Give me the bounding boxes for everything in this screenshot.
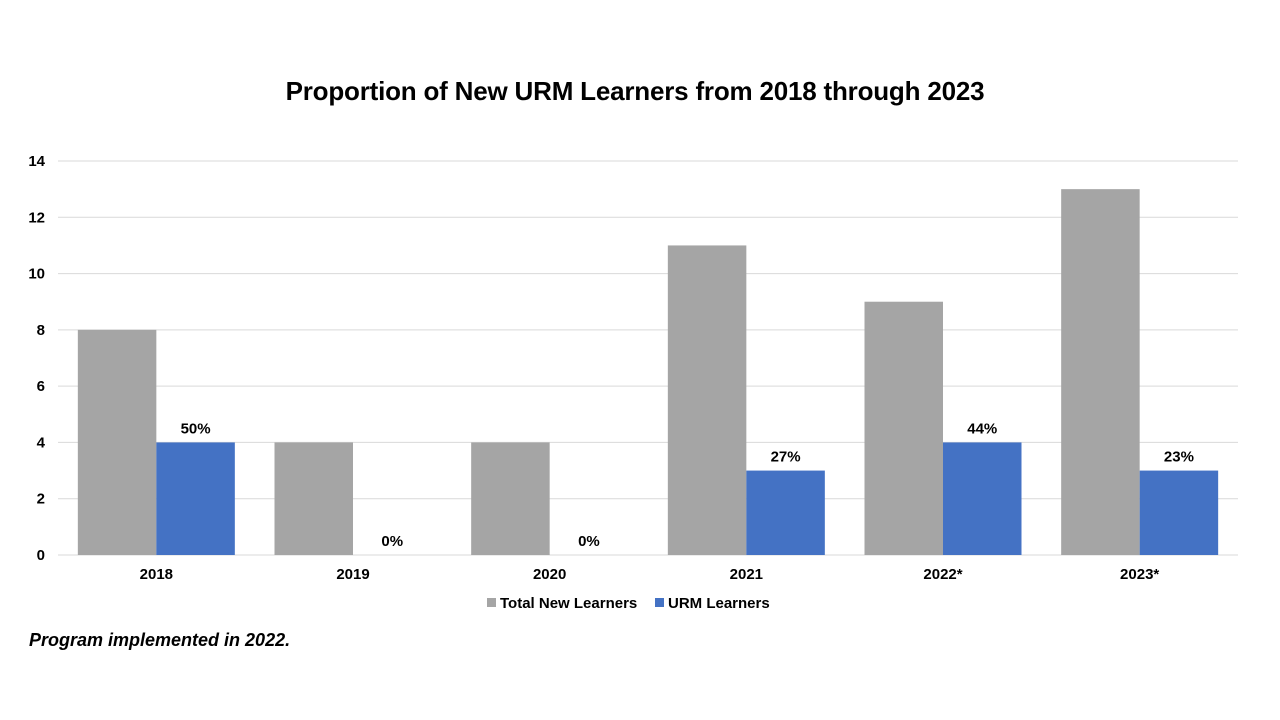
x-tick-label: 2021 (730, 566, 763, 583)
bar-urm-learners (1139, 470, 1219, 555)
data-label-urm: 50% (181, 420, 211, 437)
y-tick-label: 2 (37, 491, 45, 508)
legend-label: URM Learners (668, 595, 770, 612)
bar-total-new-learners (274, 442, 353, 555)
data-label-urm: 44% (967, 420, 997, 437)
y-tick-label: 14 (28, 153, 45, 170)
legend-label: Total New Learners (500, 595, 637, 612)
y-tick-label: 4 (37, 434, 46, 451)
data-label-urm: 23% (1164, 449, 1194, 466)
y-axis-ticks: 0 2 4 6 8 10 12 14 (28, 153, 45, 564)
y-tick-label: 10 (28, 266, 45, 283)
bar-total-new-learners (471, 442, 550, 555)
data-label-urm: 0% (381, 533, 403, 550)
bar-total-new-learners (1061, 189, 1140, 555)
x-tick-label: 2019 (336, 566, 369, 583)
x-tick-label: 2020 (533, 566, 566, 583)
data-label-urm: 0% (578, 533, 600, 550)
bar-urm-learners (156, 442, 235, 555)
x-tick-label: 2023* (1120, 566, 1159, 583)
bar-total-new-learners (864, 301, 943, 555)
legend-swatch-total-new-learners (487, 598, 496, 607)
bar-urm-learners (943, 442, 1022, 555)
x-axis-ticks: 2018 2019 2020 2021 2022* 2023* (140, 566, 1160, 583)
chart-title: Proportion of New URM Learners from 2018… (285, 76, 985, 106)
bar-total-new-learners (667, 245, 747, 555)
y-tick-label: 6 (37, 378, 45, 395)
footnote: Program implemented in 2022. (29, 630, 291, 650)
y-tick-label: 12 (28, 209, 45, 226)
legend-swatch-urm-learners (655, 598, 664, 607)
bar-urm-learners (746, 470, 825, 555)
legend: Total New Learners URM Learners (487, 595, 770, 612)
y-tick-label: 8 (37, 322, 45, 339)
y-tick-label: 0 (37, 547, 45, 564)
bars (77, 189, 1219, 555)
gridlines (58, 160, 1238, 556)
bar-total-new-learners (77, 329, 157, 555)
data-labels: 50% 0% 0% 27% 44% 23% (181, 420, 1194, 550)
x-tick-label: 2022* (923, 566, 962, 583)
data-label-urm: 27% (771, 449, 801, 466)
x-tick-label: 2018 (140, 566, 173, 583)
